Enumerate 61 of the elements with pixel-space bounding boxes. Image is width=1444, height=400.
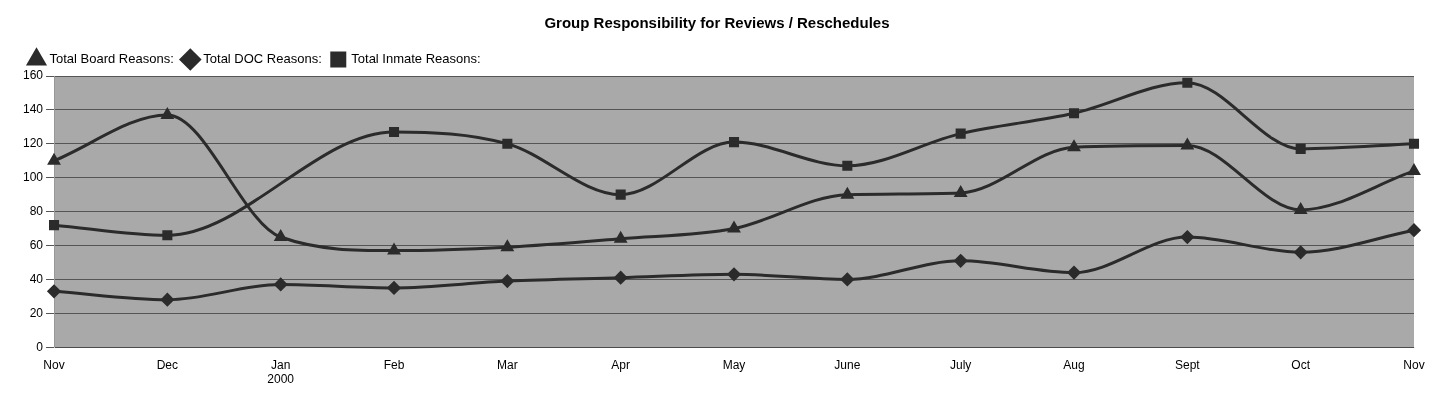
x-tick-label: Jan 2000 xyxy=(267,357,295,387)
point xyxy=(954,186,967,197)
point xyxy=(162,230,173,241)
legend-label: Total Board Reasons: xyxy=(49,51,174,67)
point xyxy=(388,126,400,137)
legend-label: Total DOC Reasons: xyxy=(203,51,322,67)
y-tick-label: 160 xyxy=(22,68,44,83)
point xyxy=(502,138,513,149)
point xyxy=(1068,140,1080,152)
y-tick-label: 140 xyxy=(22,102,44,117)
x-tick-label: Dec xyxy=(156,357,179,372)
point xyxy=(501,240,514,252)
point xyxy=(1294,245,1308,259)
legend-label: Total Inmate Reasons: xyxy=(351,51,481,67)
x-tick-label: Feb xyxy=(383,357,405,372)
y-tick-label: 0 xyxy=(36,339,44,354)
point xyxy=(47,284,61,298)
x-tick-label: Mar xyxy=(497,357,518,372)
point xyxy=(615,189,626,200)
point xyxy=(1407,223,1421,237)
point xyxy=(954,254,968,268)
y-tick-label: 100 xyxy=(22,170,44,185)
point xyxy=(1182,77,1193,88)
x-tick-label: Aug xyxy=(1063,357,1085,372)
point xyxy=(727,267,741,281)
point xyxy=(274,277,288,291)
x-tick-label: Nov xyxy=(1403,357,1425,372)
point xyxy=(1294,203,1307,214)
point xyxy=(274,230,287,242)
x-tick-label: Sept xyxy=(1174,357,1201,372)
point xyxy=(48,220,60,231)
point xyxy=(842,160,853,171)
x-tick-label: July xyxy=(950,357,972,372)
point xyxy=(387,281,401,295)
x-tick-label: Oct xyxy=(1291,357,1311,372)
point xyxy=(728,137,740,148)
x-tick-label: June xyxy=(834,357,861,372)
point xyxy=(1180,230,1194,244)
point xyxy=(614,232,627,243)
y-tick-label: 20 xyxy=(29,305,44,320)
x-tick-label: Nov xyxy=(43,357,65,372)
y-tick-label: 60 xyxy=(29,237,44,252)
point xyxy=(841,188,854,199)
point xyxy=(500,274,514,288)
y-tick-label: 40 xyxy=(29,271,44,286)
chart-title: Group Responsibility for Reviews / Reschedules xyxy=(544,14,890,32)
point xyxy=(1295,143,1306,154)
point xyxy=(48,154,60,165)
point xyxy=(1067,266,1081,280)
point xyxy=(955,128,966,139)
point xyxy=(161,108,174,119)
point xyxy=(1068,108,1080,119)
point xyxy=(1408,164,1420,175)
point xyxy=(1408,138,1420,149)
y-tick-label: 120 xyxy=(22,136,44,151)
x-tick-label: May xyxy=(722,357,746,372)
x-tick-label: Apr xyxy=(611,357,631,372)
point xyxy=(840,272,854,286)
point xyxy=(160,293,174,307)
y-tick-label: 80 xyxy=(29,203,44,218)
point xyxy=(614,271,628,285)
